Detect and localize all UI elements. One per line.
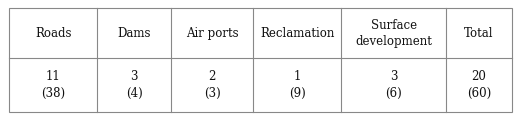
Text: Reclamation: Reclamation <box>260 27 334 40</box>
Text: 3
(6): 3 (6) <box>386 70 402 100</box>
Text: Surface
development: Surface development <box>355 19 432 48</box>
Text: 1
(9): 1 (9) <box>289 70 306 100</box>
Text: Dams: Dams <box>117 27 151 40</box>
Text: 11
(38): 11 (38) <box>41 70 66 100</box>
Bar <box>9 8 512 112</box>
Text: 3
(4): 3 (4) <box>126 70 143 100</box>
Text: 20
(60): 20 (60) <box>467 70 491 100</box>
Text: Total: Total <box>464 27 494 40</box>
Text: 2
(3): 2 (3) <box>204 70 220 100</box>
Text: Air ports: Air ports <box>186 27 239 40</box>
Text: Roads: Roads <box>35 27 71 40</box>
